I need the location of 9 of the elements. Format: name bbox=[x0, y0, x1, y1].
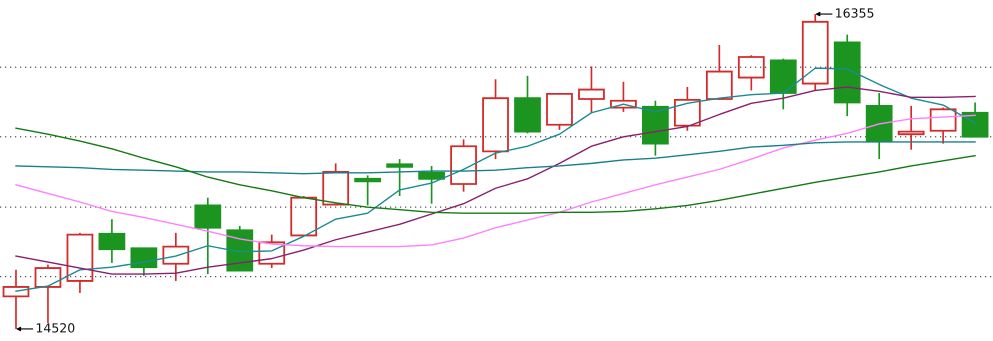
annotation: 16355 bbox=[836, 8, 874, 18]
candlestick bbox=[866, 92, 893, 160]
candlestick bbox=[578, 66, 605, 114]
candlestick bbox=[98, 218, 126, 264]
candlestick bbox=[898, 105, 925, 150]
candlestick bbox=[450, 138, 477, 193]
candlestick bbox=[610, 81, 637, 113]
candlestick bbox=[162, 232, 190, 282]
annotation: 14520 bbox=[36, 323, 74, 333]
